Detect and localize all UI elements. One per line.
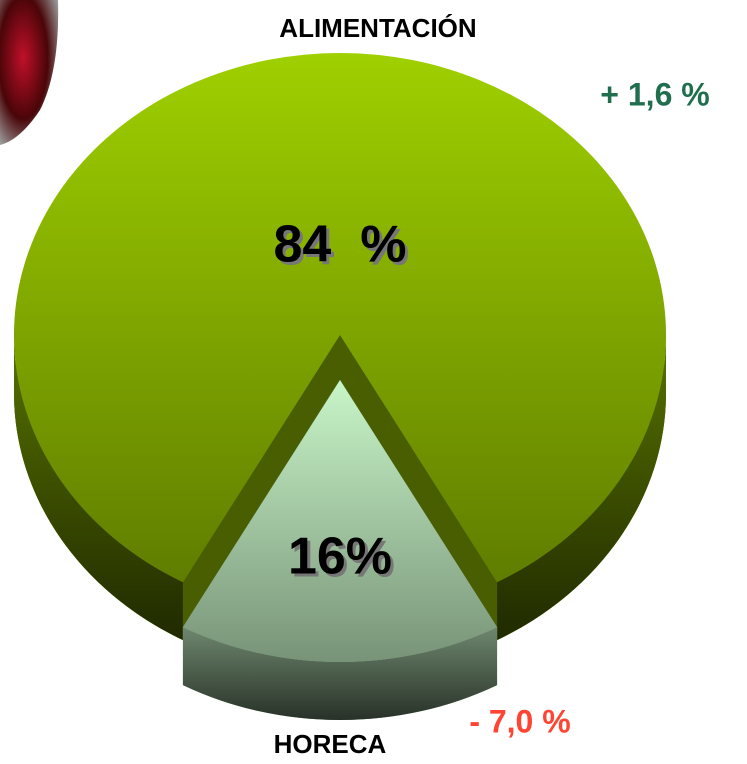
category-label: ALIMENTACIÓN — [279, 13, 476, 43]
value-label: 84 % — [274, 216, 407, 274]
chart: 84 %84 %ALIMENTACIÓN+ 1,6 %16%16%HORECA-… — [0, 0, 747, 764]
value-label: 16% — [288, 528, 392, 586]
change-label: + 1,6 % — [600, 76, 709, 112]
category-label: HORECA — [274, 729, 387, 759]
change-label: - 7,0 % — [469, 703, 570, 739]
photo-decoration — [0, 0, 58, 145]
pie — [14, 53, 666, 720]
